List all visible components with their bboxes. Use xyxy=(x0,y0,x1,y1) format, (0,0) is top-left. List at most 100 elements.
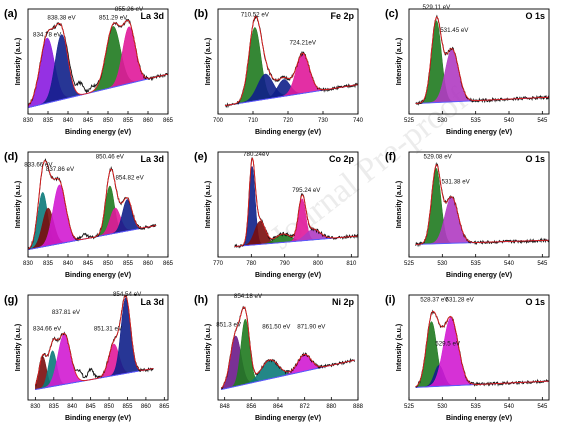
x-tick-label: 545 xyxy=(537,404,548,410)
panel-letter: (h) xyxy=(194,294,208,306)
panel-letter: (b) xyxy=(194,8,208,20)
panel-title: Ni 2p xyxy=(332,297,355,307)
x-tick-label: 835 xyxy=(43,261,54,267)
x-tick-label: 720 xyxy=(283,118,294,124)
x-tick-label: 864 xyxy=(273,404,284,410)
y-axis-label: Intensity (a.u.) xyxy=(205,38,212,85)
x-tick-label: 525 xyxy=(404,261,415,267)
x-tick-label: 840 xyxy=(67,404,78,410)
x-axis-label: Binding energy (eV) xyxy=(65,415,131,422)
plot-frame xyxy=(408,151,550,258)
plot-frame xyxy=(217,294,359,401)
plot-area xyxy=(220,305,356,390)
x-tick-label: 540 xyxy=(504,404,515,410)
fit-envelope-curve xyxy=(224,15,358,107)
peak-label: 834.78 eV xyxy=(33,31,62,38)
x-tick-label: 545 xyxy=(537,118,548,124)
plot-area xyxy=(224,14,358,109)
peak-label: 531.45 eV xyxy=(440,27,469,34)
peak-label: 529.11 eV xyxy=(423,4,452,11)
x-tick-label: 835 xyxy=(43,118,54,124)
x-tick-label: 848 xyxy=(220,404,231,410)
peak-label: 795.24 eV xyxy=(292,187,321,194)
x-tick-label: 840 xyxy=(63,261,74,267)
x-tick-label: 860 xyxy=(143,118,154,124)
peak-label: 837.81 eV xyxy=(52,309,81,316)
panel-letter: (i) xyxy=(385,294,396,306)
fit-envelope-curve xyxy=(28,19,168,107)
x-tick-label: 525 xyxy=(404,118,415,124)
x-tick-label: 880 xyxy=(326,404,337,410)
x-tick-label: 545 xyxy=(537,261,548,267)
peak-label: 861.50 eV xyxy=(262,324,291,331)
x-axis-label: Binding energy (eV) xyxy=(446,129,512,136)
panel-letter: (d) xyxy=(4,151,18,163)
peak-label: 855.26 eV xyxy=(115,6,144,13)
x-tick-label: 888 xyxy=(353,404,364,410)
x-axis-label: Binding energy (eV) xyxy=(65,272,131,279)
plot-area xyxy=(415,14,549,106)
plot-area xyxy=(234,157,358,249)
peak-label: 531.28 eV xyxy=(446,296,475,303)
x-tick-label: 865 xyxy=(163,261,174,267)
x-tick-label: 525 xyxy=(404,404,415,410)
x-tick-label: 865 xyxy=(163,118,174,124)
panel-letter: (e) xyxy=(194,151,208,163)
x-tick-label: 850 xyxy=(103,261,114,267)
panel-letter: (g) xyxy=(4,294,18,306)
xps-panel-2: 700 710 720 730 740 Binding energy (eV) Intens… xyxy=(194,8,364,136)
x-tick-label: 865 xyxy=(159,404,170,410)
x-tick-label: 860 xyxy=(143,261,154,267)
peak-label: 833.66 eV xyxy=(24,162,53,169)
x-tick-label: 535 xyxy=(471,404,482,410)
plot-area xyxy=(28,18,168,109)
x-axis-label: Binding energy (eV) xyxy=(446,415,512,422)
fit-peak-1 xyxy=(415,167,549,245)
xps-panel-5: 770 780 790 800 810 Binding energy (eV) Intens… xyxy=(194,151,359,279)
x-tick-label: 855 xyxy=(123,118,134,124)
x-tick-label: 830 xyxy=(30,404,41,410)
peak-label: 529.5 eV xyxy=(435,340,461,347)
y-axis-label: Intensity (a.u.) xyxy=(396,38,403,85)
fit-envelope-curve xyxy=(415,164,549,245)
background-line xyxy=(28,73,168,109)
x-tick-label: 860 xyxy=(141,404,152,410)
x-tick-label: 855 xyxy=(122,404,133,410)
peak-label: 851.29 eV xyxy=(99,15,128,22)
x-tick-label: 730 xyxy=(318,118,329,124)
xps-panel-7: 830 835 840 845 850 855 860 865 Binding energy (… xyxy=(4,291,170,422)
peak-label: 724.21eV xyxy=(289,40,316,47)
x-tick-label: 530 xyxy=(437,404,448,410)
xps-panel-1: 830 835 840 845 850 855 860 865 Binding energy (… xyxy=(4,6,174,136)
x-tick-label: 800 xyxy=(313,261,324,267)
panel-title: La 3d xyxy=(140,297,164,307)
peak-label: 780.24eV xyxy=(243,151,270,158)
xps-panel-3: 525 530 535 540 545 Binding energy (eV) Intens… xyxy=(385,4,550,136)
panel-title: La 3d xyxy=(140,11,164,21)
x-tick-label: 540 xyxy=(504,261,515,267)
y-axis-label: Intensity (a.u.) xyxy=(15,324,22,371)
peak-label: 837.86 eV xyxy=(46,166,75,173)
panel-letter: (a) xyxy=(4,8,18,20)
panel-title: La 3d xyxy=(140,154,164,164)
x-axis-label: Binding energy (eV) xyxy=(446,272,512,279)
peak-label: 854.18 eV xyxy=(234,293,263,300)
peak-label: 851.31 eV xyxy=(94,326,123,333)
panel-title: O 1s xyxy=(525,11,545,21)
peak-label: 871.90 eV xyxy=(297,324,326,331)
fit-envelope-curve xyxy=(221,306,355,389)
xps-panel-8: 848 856 864 872 880 888 Binding energy (eV) Int… xyxy=(194,293,364,422)
x-tick-label: 810 xyxy=(346,261,357,267)
x-axis-label: Binding energy (eV) xyxy=(255,129,321,136)
peak-label: 838.38 eV xyxy=(47,15,76,22)
x-tick-label: 740 xyxy=(353,118,364,124)
y-axis-label: Intensity (a.u.) xyxy=(15,38,22,85)
x-tick-label: 850 xyxy=(104,404,115,410)
y-axis-label: Intensity (a.u.) xyxy=(205,324,212,371)
x-tick-label: 780 xyxy=(246,261,257,267)
y-axis-label: Intensity (a.u.) xyxy=(396,181,403,228)
x-tick-label: 530 xyxy=(437,118,448,124)
plot-area xyxy=(34,295,154,390)
x-tick-label: 835 xyxy=(49,404,60,410)
